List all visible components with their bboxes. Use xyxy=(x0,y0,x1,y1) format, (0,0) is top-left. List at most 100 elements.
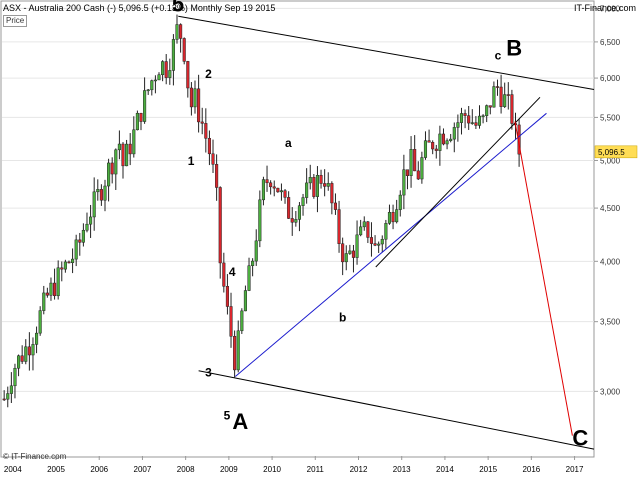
wave-label: a xyxy=(285,136,292,150)
support-blue-line xyxy=(235,112,547,377)
plot-frame xyxy=(0,0,595,458)
x-tick-label: 2012 xyxy=(350,465,368,474)
candle-up xyxy=(362,221,366,228)
wave-label: A xyxy=(232,409,248,434)
candle-down xyxy=(189,87,193,108)
x-tick-label: 2009 xyxy=(220,465,238,474)
candle-up xyxy=(96,189,100,193)
candle-up xyxy=(459,113,464,123)
wave-label: c xyxy=(495,49,502,63)
projection-red-line xyxy=(514,121,573,436)
candle-up xyxy=(117,143,121,151)
candle-down xyxy=(510,94,514,124)
candle-down xyxy=(283,190,287,198)
candle-up xyxy=(161,61,165,76)
candle-up xyxy=(193,88,197,108)
candle-down xyxy=(506,94,510,96)
candle-up xyxy=(294,219,298,223)
candle-up xyxy=(56,267,60,297)
candle-up xyxy=(49,282,53,296)
candle-up xyxy=(42,292,46,311)
y-tick-label: 3,000 xyxy=(600,387,621,396)
candle-down xyxy=(218,187,222,264)
candle-up xyxy=(261,179,265,201)
candle-up xyxy=(171,39,175,71)
y-tick-label: 5,500 xyxy=(600,113,621,122)
candle-up xyxy=(326,183,330,187)
copyright-footer: © IT-Finance.com xyxy=(3,452,67,461)
x-tick-label: 2010 xyxy=(263,465,281,474)
candle-up xyxy=(168,70,172,78)
candle-down xyxy=(276,187,280,193)
candle-up xyxy=(24,346,28,362)
support-black-line xyxy=(375,96,541,268)
candle-down xyxy=(431,142,435,150)
candle-up xyxy=(377,243,381,246)
candle-up xyxy=(175,24,179,40)
candle-down xyxy=(488,105,492,108)
candle-down xyxy=(391,212,395,223)
candle-up xyxy=(481,115,485,117)
candle-down xyxy=(337,209,341,244)
x-tick-label: 2016 xyxy=(522,465,540,474)
candle-up xyxy=(103,185,107,201)
wave-label: 5 xyxy=(172,0,184,17)
candle-down xyxy=(366,221,370,238)
x-tick-label: 2005 xyxy=(47,465,65,474)
y-tick-label: 4,000 xyxy=(600,257,621,266)
candle-up xyxy=(236,330,240,371)
candle-up xyxy=(254,240,258,262)
candle-up xyxy=(153,79,157,82)
candle-down xyxy=(369,237,374,244)
candle-down xyxy=(179,24,183,39)
candle-down xyxy=(463,113,467,116)
candle-up xyxy=(150,80,154,91)
x-tick-label: 2014 xyxy=(436,465,454,474)
candle-down xyxy=(53,282,57,297)
lower-channel-line xyxy=(198,370,595,450)
candle-down xyxy=(60,267,64,270)
wave-label: 3 xyxy=(205,366,212,380)
wave-label: 2 xyxy=(205,67,212,81)
candle-down xyxy=(269,182,273,188)
candle-down xyxy=(99,189,103,201)
candle-up xyxy=(420,157,424,180)
x-tick-label: 2006 xyxy=(90,465,108,474)
x-tick-label: 2015 xyxy=(479,465,497,474)
candle-up xyxy=(503,94,507,107)
candle-up xyxy=(305,182,309,198)
candle-up xyxy=(92,191,96,218)
candle-up xyxy=(301,197,305,206)
candle-down xyxy=(312,177,316,197)
candle-down xyxy=(67,261,71,264)
y-tick-label: 6,500 xyxy=(600,38,621,47)
candle-down xyxy=(233,336,237,371)
candle-down xyxy=(467,115,471,124)
last-price-label: 5,096.5 xyxy=(598,148,625,157)
candle-up xyxy=(13,367,17,387)
candle-up xyxy=(247,265,251,291)
candle-down xyxy=(434,148,438,151)
candle-up xyxy=(63,261,67,270)
wave-label: 5 xyxy=(224,408,231,422)
x-tick-label: 2008 xyxy=(177,465,195,474)
candle-down xyxy=(323,183,327,187)
candle-up xyxy=(438,133,442,151)
candle-up xyxy=(359,226,363,236)
candle-up xyxy=(74,239,78,260)
candle-down xyxy=(265,179,269,184)
y-tick-label: 6,000 xyxy=(600,74,621,83)
x-tick-label: 2011 xyxy=(307,465,325,474)
price-axis-label: Price xyxy=(3,15,28,27)
candle-down xyxy=(413,149,417,172)
candle-up xyxy=(348,250,352,254)
candle-down xyxy=(222,262,226,287)
brand-label: IT-Finance.com xyxy=(573,3,636,13)
candle-down xyxy=(272,186,276,189)
candle-up xyxy=(243,290,247,312)
candle-up xyxy=(445,140,449,145)
candle-down xyxy=(287,197,291,219)
candle-down xyxy=(333,202,337,210)
candle-up xyxy=(114,149,118,175)
